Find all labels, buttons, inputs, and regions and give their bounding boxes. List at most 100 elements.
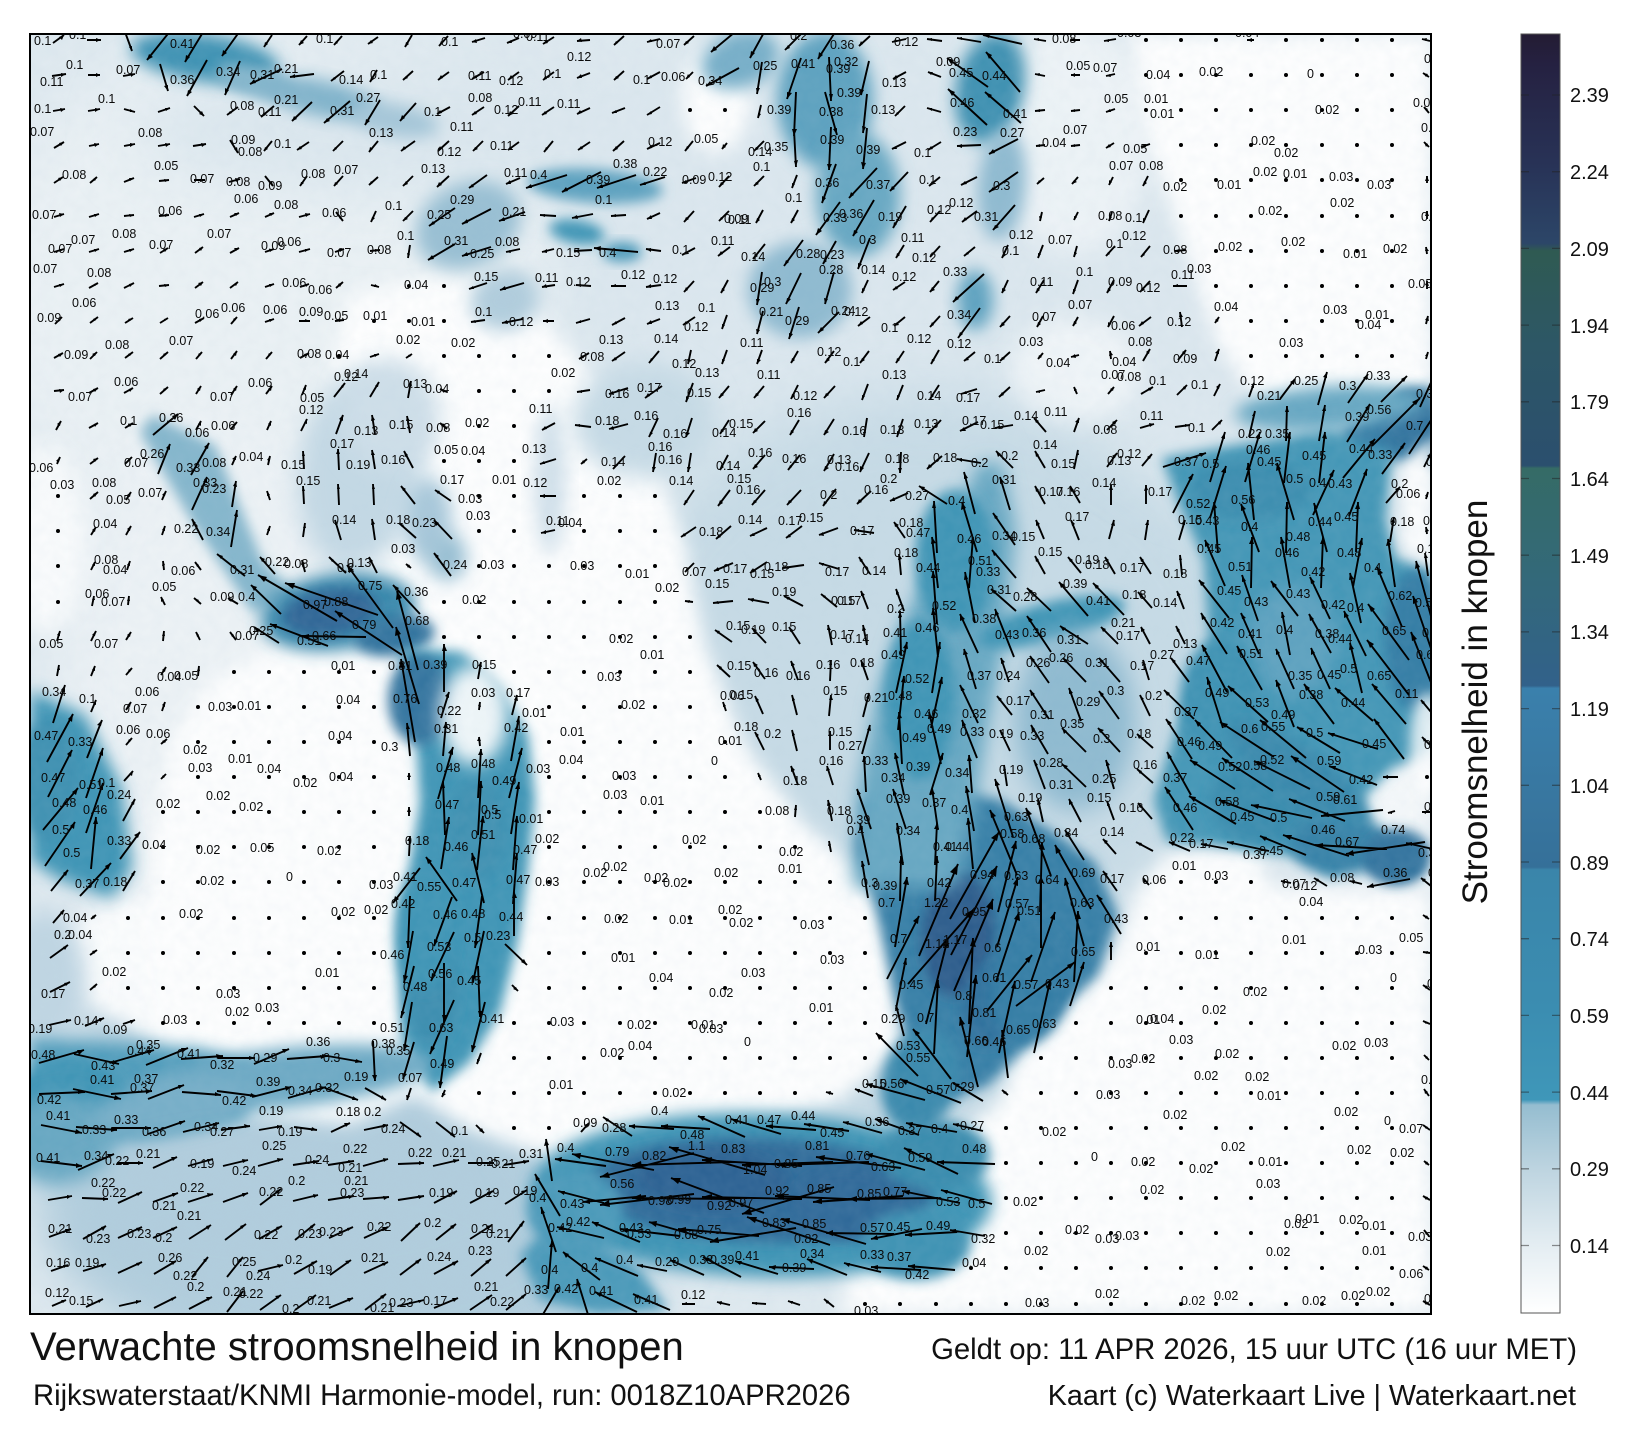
- svg-text:0.02: 0.02: [1243, 985, 1267, 999]
- svg-text:0.57: 0.57: [1014, 978, 1038, 992]
- svg-text:0.41: 0.41: [634, 1293, 658, 1307]
- svg-text:0.23: 0.23: [340, 1186, 364, 1200]
- svg-text:0.65: 0.65: [1367, 669, 1391, 683]
- svg-text:0.03: 0.03: [391, 542, 415, 556]
- svg-text:0.31: 0.31: [1085, 656, 1109, 670]
- svg-text:0.4: 0.4: [1309, 476, 1326, 490]
- svg-text:0.17: 0.17: [41, 987, 65, 1001]
- svg-text:0.33: 0.33: [943, 265, 967, 279]
- svg-text:0.11: 0.11: [1030, 275, 1053, 289]
- svg-text:0.03: 0.03: [603, 788, 627, 802]
- svg-text:0.02: 0.02: [1334, 1105, 1358, 1119]
- svg-text:1.22: 1.22: [924, 896, 948, 910]
- svg-text:0.4: 0.4: [1347, 601, 1364, 615]
- svg-text:0.03: 0.03: [1323, 303, 1347, 317]
- svg-text:0.46: 0.46: [957, 532, 981, 546]
- svg-text:0.2: 0.2: [364, 1105, 381, 1119]
- svg-text:0.02: 0.02: [655, 581, 679, 595]
- svg-text:0.09: 0.09: [936, 55, 960, 69]
- svg-text:0.34: 0.34: [945, 766, 969, 780]
- svg-text:0.1: 0.1: [79, 692, 96, 706]
- svg-text:1.1: 1.1: [688, 1139, 705, 1153]
- svg-text:0.56: 0.56: [1367, 403, 1391, 417]
- svg-text:0.27: 0.27: [356, 91, 380, 105]
- svg-text:0.33: 0.33: [976, 565, 1000, 579]
- svg-text:0.14: 0.14: [601, 455, 625, 469]
- svg-text:0.37: 0.37: [967, 669, 991, 683]
- svg-text:0.02: 0.02: [1042, 1125, 1066, 1139]
- svg-text:0.21: 0.21: [361, 1251, 385, 1265]
- svg-text:0.05: 0.05: [1408, 277, 1432, 291]
- svg-text:0.45: 0.45: [1302, 449, 1326, 463]
- svg-text:0.11: 0.11: [529, 402, 552, 416]
- svg-text:0.11: 0.11: [546, 514, 569, 528]
- svg-text:0.51: 0.51: [380, 1021, 404, 1035]
- svg-text:0.02: 0.02: [597, 474, 621, 488]
- svg-text:0.08: 0.08: [284, 557, 308, 571]
- svg-text:0.88: 0.88: [324, 595, 348, 609]
- svg-text:0.01: 0.01: [519, 812, 543, 826]
- svg-text:0.19: 0.19: [190, 1157, 214, 1171]
- svg-text:0.34: 0.34: [1418, 846, 1442, 860]
- svg-text:0.39: 0.39: [423, 658, 447, 672]
- svg-text:0.43: 0.43: [91, 1059, 115, 1073]
- svg-text:0.11: 0.11: [557, 97, 580, 111]
- svg-text:0.13: 0.13: [880, 423, 904, 437]
- svg-text:0.12: 0.12: [793, 389, 817, 403]
- svg-text:0.07: 0.07: [30, 125, 54, 139]
- svg-text:0.48: 0.48: [461, 907, 485, 921]
- svg-text:0.3: 0.3: [859, 233, 876, 247]
- svg-text:0.43: 0.43: [619, 1221, 643, 1235]
- svg-text:0.02: 0.02: [1245, 1070, 1269, 1084]
- svg-text:0.14: 0.14: [862, 564, 886, 578]
- svg-text:0.12: 0.12: [1122, 229, 1146, 243]
- svg-text:0.04: 0.04: [329, 770, 353, 784]
- svg-text:0.45: 0.45: [1217, 584, 1241, 598]
- svg-text:0.07: 0.07: [116, 63, 140, 77]
- svg-text:0.08: 0.08: [402, 19, 426, 33]
- svg-text:0.01: 0.01: [1365, 308, 1389, 322]
- svg-text:0.1: 0.1: [456, 20, 473, 34]
- svg-text:0.07: 0.07: [656, 37, 680, 51]
- svg-text:0.33: 0.33: [864, 754, 888, 768]
- svg-text:0.17: 0.17: [1116, 629, 1140, 643]
- svg-text:0.07: 0.07: [1423, 514, 1447, 528]
- svg-text:0.27: 0.27: [210, 1125, 234, 1139]
- svg-text:0.04: 0.04: [157, 670, 181, 684]
- svg-text:0.15: 0.15: [729, 417, 753, 431]
- svg-text:0.04: 0.04: [461, 444, 485, 458]
- svg-text:0.12: 0.12: [1240, 374, 1264, 388]
- svg-text:0.2: 0.2: [282, 1302, 299, 1316]
- svg-text:0.01: 0.01: [1172, 859, 1196, 873]
- svg-text:0.15: 0.15: [750, 567, 774, 581]
- svg-text:0.53: 0.53: [1245, 696, 1269, 710]
- svg-text:0.02: 0.02: [709, 986, 733, 1000]
- svg-text:1.64: 1.64: [1570, 469, 1609, 491]
- svg-text:0.28: 0.28: [602, 1121, 626, 1135]
- svg-text:0.11: 0.11: [740, 336, 763, 350]
- svg-text:0.14: 0.14: [716, 459, 740, 473]
- svg-text:0.17: 0.17: [440, 473, 464, 487]
- svg-text:0.58: 0.58: [1000, 827, 1024, 841]
- svg-text:0.57: 0.57: [1005, 897, 1029, 911]
- svg-text:0.5: 0.5: [484, 808, 501, 822]
- svg-text:0.2: 0.2: [1145, 689, 1162, 703]
- svg-text:0.49: 0.49: [430, 1057, 454, 1071]
- svg-text:0.1: 0.1: [544, 67, 561, 81]
- svg-text:0.1: 0.1: [753, 160, 770, 174]
- svg-text:0.17: 0.17: [723, 562, 747, 576]
- svg-text:0.12: 0.12: [653, 272, 677, 286]
- svg-text:0.31: 0.31: [1057, 633, 1081, 647]
- svg-text:0.23: 0.23: [127, 1227, 151, 1241]
- svg-text:0.42: 0.42: [566, 1215, 590, 1229]
- svg-text:0.01: 0.01: [237, 699, 261, 713]
- svg-text:0.02: 0.02: [663, 876, 687, 890]
- svg-text:0.01: 0.01: [1258, 1155, 1282, 1169]
- svg-text:0.07: 0.07: [398, 1071, 422, 1085]
- svg-text:0.06: 0.06: [248, 376, 272, 390]
- svg-text:0.3: 0.3: [323, 1051, 340, 1065]
- svg-text:0.06: 0.06: [158, 204, 182, 218]
- svg-text:0.39: 0.39: [782, 1261, 806, 1275]
- svg-text:0.22: 0.22: [239, 1287, 263, 1301]
- svg-text:0.53: 0.53: [896, 1039, 920, 1053]
